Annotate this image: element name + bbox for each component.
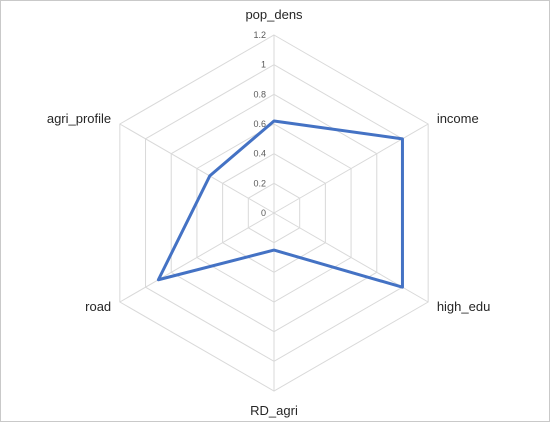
tick-label: 1.2 — [253, 30, 266, 40]
tick-label: 1 — [261, 60, 266, 70]
radar-grid — [119, 34, 429, 392]
tick-label: 0.6 — [253, 119, 266, 129]
tick-label: 0.4 — [253, 149, 266, 159]
category-label-agri_profile: agri_profile — [47, 111, 111, 126]
series-line-0 — [156, 119, 404, 289]
data-point-road — [157, 278, 160, 281]
data-point-agri_profile — [208, 174, 211, 177]
category-label-pop_dens: pop_dens — [245, 7, 303, 22]
tick-label: 0.2 — [253, 178, 266, 188]
radial-tick-labels: 0 0.2 0.4 0.6 0.8 1 1.2 — [253, 30, 266, 218]
category-label-RD_agri: RD_agri — [250, 403, 298, 418]
data-point-pop_dens — [273, 120, 276, 123]
grid-ring-0.6 — [196, 123, 352, 303]
category-label-income: income — [437, 111, 479, 126]
data-point-income — [401, 137, 404, 140]
grid-ring-1.2 — [119, 34, 429, 392]
grid-ring-0.2 — [247, 182, 301, 244]
category-label-road: road — [85, 299, 111, 314]
category-label-high_edu: high_edu — [437, 299, 491, 314]
data-point-high_edu — [401, 286, 404, 289]
grid-ring-0.8 — [170, 93, 378, 333]
grid-ring-0.4 — [222, 153, 326, 273]
tick-label: 0.8 — [253, 89, 266, 99]
tick-label: 0 — [261, 208, 266, 218]
data-point-RD_agri — [273, 249, 276, 252]
series-layer — [156, 119, 404, 289]
